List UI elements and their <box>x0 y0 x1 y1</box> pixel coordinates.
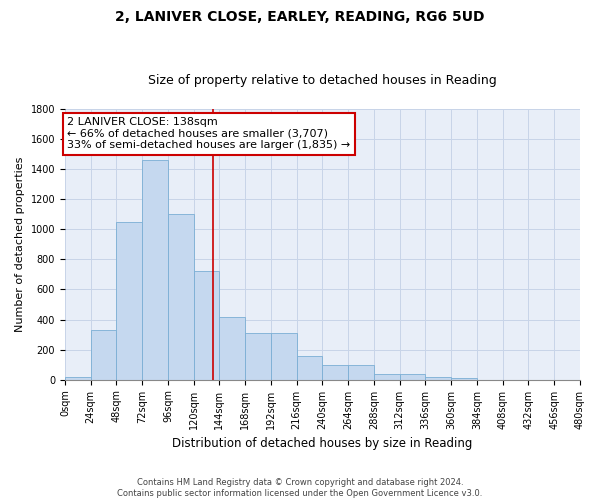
Bar <box>451 378 477 380</box>
Y-axis label: Number of detached properties: Number of detached properties <box>15 156 25 332</box>
Bar <box>194 272 220 380</box>
X-axis label: Distribution of detached houses by size in Reading: Distribution of detached houses by size … <box>172 437 473 450</box>
Bar <box>116 222 142 380</box>
Title: Size of property relative to detached houses in Reading: Size of property relative to detached ho… <box>148 74 497 87</box>
Bar <box>65 376 91 380</box>
Bar <box>168 214 194 380</box>
Bar <box>400 374 425 380</box>
Text: Contains HM Land Registry data © Crown copyright and database right 2024.
Contai: Contains HM Land Registry data © Crown c… <box>118 478 482 498</box>
Bar <box>245 333 271 380</box>
Bar <box>348 364 374 380</box>
Bar <box>142 160 168 380</box>
Bar <box>296 356 322 380</box>
Bar <box>322 364 348 380</box>
Text: 2, LANIVER CLOSE, EARLEY, READING, RG6 5UD: 2, LANIVER CLOSE, EARLEY, READING, RG6 5… <box>115 10 485 24</box>
Bar <box>271 333 296 380</box>
Bar <box>374 374 400 380</box>
Bar <box>220 316 245 380</box>
Text: 2 LANIVER CLOSE: 138sqm
← 66% of detached houses are smaller (3,707)
33% of semi: 2 LANIVER CLOSE: 138sqm ← 66% of detache… <box>67 117 350 150</box>
Bar <box>425 378 451 380</box>
Bar <box>91 330 116 380</box>
